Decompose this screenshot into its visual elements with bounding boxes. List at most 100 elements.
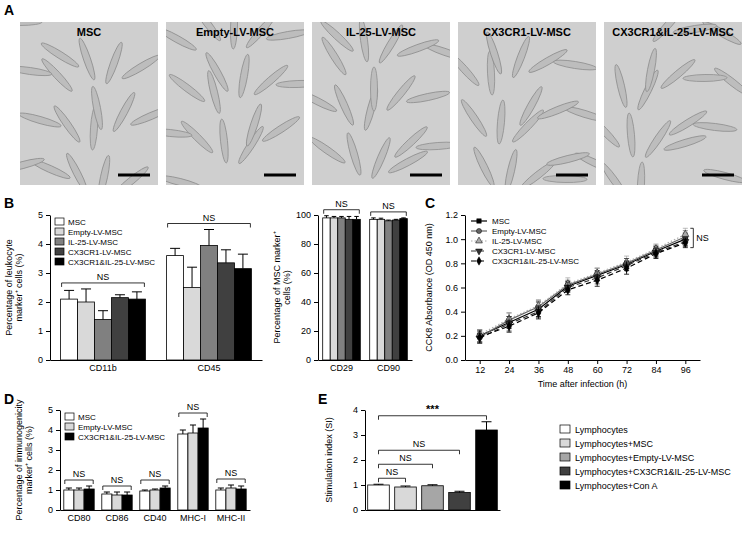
bracket bbox=[103, 486, 131, 490]
tick: 0.8 bbox=[445, 259, 465, 269]
bracket bbox=[62, 283, 145, 287]
cell bbox=[218, 119, 230, 163]
error-bar bbox=[624, 262, 629, 274]
bracket bbox=[379, 416, 487, 420]
tick-label: CD29 bbox=[330, 363, 353, 373]
bar bbox=[449, 493, 471, 511]
annotation: NS bbox=[335, 199, 348, 209]
error-bar bbox=[428, 485, 438, 486]
bar bbox=[198, 428, 208, 510]
tick-mark bbox=[461, 288, 465, 289]
panel: 012345Percentage of leukocytemarker⁺ cel… bbox=[4, 195, 263, 373]
legend-label: CX3CR1&IL-25-LV-MSC bbox=[492, 257, 579, 266]
tick: 4 bbox=[38, 239, 50, 249]
legend-label: MSC bbox=[78, 413, 96, 422]
cell bbox=[604, 113, 622, 150]
bar bbox=[178, 434, 188, 510]
bracket bbox=[371, 212, 407, 216]
cell bbox=[345, 132, 364, 176]
cell bbox=[89, 86, 104, 131]
tick-mark bbox=[461, 336, 465, 337]
y-axis: 0.00.20.40.60.81.01.2 bbox=[445, 210, 465, 365]
error-bar bbox=[394, 219, 399, 221]
legend-swatch bbox=[65, 423, 74, 430]
legend-label: Lymphocytes bbox=[575, 425, 628, 435]
cell bbox=[663, 133, 707, 153]
tick: 48 bbox=[563, 360, 573, 375]
axis-line bbox=[51, 360, 263, 361]
legend-label: IL-25-LV-MSC bbox=[492, 237, 542, 246]
annotation: NS bbox=[382, 201, 395, 211]
cell bbox=[713, 66, 742, 99]
error-bar bbox=[653, 249, 658, 259]
tick-label: 60 bbox=[593, 365, 603, 375]
error-bar bbox=[324, 216, 329, 218]
bar bbox=[188, 433, 198, 510]
legend-swatch bbox=[560, 481, 570, 489]
tick: 1 bbox=[353, 480, 365, 490]
error-bar bbox=[221, 250, 231, 263]
bar bbox=[167, 256, 184, 360]
legend-label: MSC bbox=[68, 218, 86, 227]
legend-marker bbox=[477, 219, 481, 223]
tick: 3 bbox=[353, 430, 365, 440]
tick-mark bbox=[314, 244, 318, 245]
tick: 1.2 bbox=[445, 210, 465, 220]
cell bbox=[546, 150, 590, 167]
tick-label: 0.8 bbox=[445, 259, 458, 269]
tick: 80 bbox=[301, 239, 318, 249]
cell bbox=[129, 104, 158, 128]
tick-label: 4 bbox=[353, 405, 358, 415]
bar bbox=[201, 245, 218, 360]
tick-mark bbox=[509, 360, 510, 364]
legend: LymphocytesLymphocytes+MSCLymphocytes+Em… bbox=[560, 425, 731, 491]
error-bar bbox=[332, 216, 337, 217]
marker bbox=[595, 276, 600, 285]
micrograph-background bbox=[604, 22, 742, 185]
plot-area bbox=[476, 228, 689, 343]
legend-swatch bbox=[55, 228, 64, 235]
image-label: MSC bbox=[77, 26, 102, 38]
scale-bar bbox=[264, 174, 296, 177]
tick-mark bbox=[461, 263, 465, 264]
bracket bbox=[65, 480, 93, 484]
cell bbox=[20, 64, 52, 77]
bar bbox=[476, 430, 498, 510]
error-bar bbox=[455, 491, 465, 492]
tick-label: 0 bbox=[38, 355, 43, 365]
cell bbox=[387, 149, 429, 176]
tick-mark bbox=[361, 435, 365, 436]
marker bbox=[565, 286, 570, 295]
cell bbox=[393, 124, 430, 159]
bar bbox=[150, 490, 160, 510]
tick-label: 96 bbox=[681, 365, 691, 375]
tick-label: 2 bbox=[353, 455, 358, 465]
tick-mark bbox=[314, 360, 318, 361]
tick: 5 bbox=[38, 210, 50, 220]
error-bar bbox=[683, 238, 688, 248]
cell bbox=[458, 50, 481, 87]
tick-label: 1 bbox=[48, 485, 53, 495]
legend-swatch bbox=[560, 467, 570, 475]
bracket bbox=[217, 479, 245, 483]
y-axis: 012345 bbox=[48, 405, 61, 515]
micrograph bbox=[166, 22, 304, 185]
bracket bbox=[690, 228, 693, 247]
cell bbox=[536, 99, 579, 122]
annotation: NS bbox=[149, 469, 162, 479]
axis-line bbox=[50, 216, 51, 361]
cell bbox=[636, 162, 645, 185]
cell bbox=[643, 48, 658, 93]
error-bar bbox=[536, 307, 541, 319]
cell bbox=[96, 155, 112, 185]
cell bbox=[667, 108, 708, 137]
error-bar bbox=[76, 488, 82, 490]
bar bbox=[353, 219, 361, 360]
tick-label: 24 bbox=[505, 365, 515, 375]
bracket bbox=[379, 450, 460, 454]
tick-mark bbox=[56, 510, 60, 511]
image-label: CX3CR1&IL-25-LV-MSC bbox=[612, 26, 733, 38]
cell bbox=[604, 160, 630, 185]
y-axis: 01234 bbox=[353, 405, 366, 515]
tick-mark bbox=[314, 215, 318, 216]
